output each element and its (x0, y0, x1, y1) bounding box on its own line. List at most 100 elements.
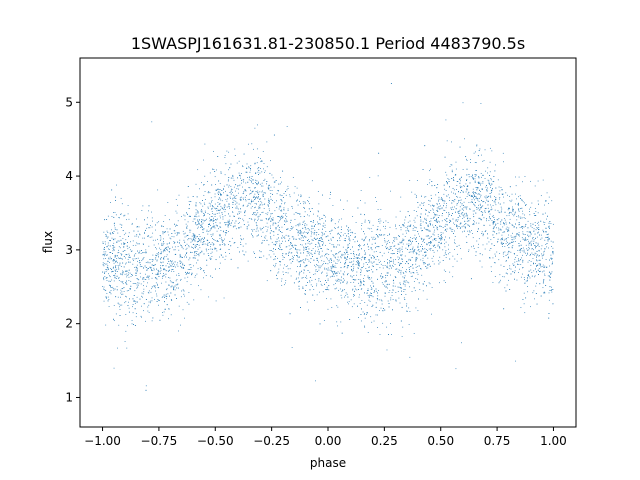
data-point (426, 298, 428, 300)
data-point (432, 239, 434, 241)
data-point (379, 334, 381, 335)
data-point (448, 181, 450, 182)
data-point (287, 268, 289, 270)
data-point (102, 262, 104, 264)
data-point (364, 244, 365, 246)
data-point (136, 287, 138, 289)
data-point (551, 200, 553, 202)
data-point (387, 275, 388, 276)
data-point (402, 326, 404, 328)
data-point (393, 241, 395, 242)
data-point (307, 200, 308, 201)
data-point (450, 227, 452, 229)
data-point (316, 264, 318, 266)
data-point (222, 208, 224, 209)
data-point (201, 210, 203, 212)
data-point (129, 288, 131, 290)
data-point (446, 174, 448, 176)
data-point (552, 241, 554, 243)
data-point (552, 253, 554, 255)
data-point (295, 238, 297, 240)
data-point (497, 222, 499, 224)
data-point (287, 235, 289, 237)
data-point (335, 267, 337, 268)
data-point (466, 186, 468, 187)
data-point (346, 200, 348, 202)
data-point (185, 223, 187, 225)
data-point (372, 296, 374, 298)
data-point (532, 238, 533, 240)
data-point (375, 251, 377, 252)
data-point (247, 199, 249, 201)
data-point (205, 219, 207, 221)
data-point (176, 264, 178, 266)
data-point (416, 211, 417, 212)
data-point (118, 252, 120, 253)
data-point (261, 182, 263, 184)
data-point (207, 242, 209, 244)
data-point (156, 278, 158, 280)
data-point (195, 251, 197, 252)
data-point (105, 254, 107, 256)
data-point (165, 289, 167, 291)
data-point (514, 258, 516, 260)
data-point (207, 233, 209, 235)
data-point (256, 162, 258, 164)
data-point (438, 238, 440, 240)
data-point (128, 290, 130, 291)
data-point (509, 267, 511, 269)
data-point (130, 276, 132, 278)
data-point (481, 176, 482, 178)
data-point (322, 264, 323, 266)
data-point (524, 283, 526, 284)
data-point (527, 286, 529, 287)
data-point (460, 213, 462, 215)
data-point (289, 259, 291, 261)
data-point (484, 178, 486, 179)
data-point (208, 202, 210, 204)
data-point (293, 238, 295, 240)
data-point (214, 193, 216, 195)
data-point (274, 266, 276, 268)
data-point (335, 257, 336, 259)
data-point (277, 189, 279, 191)
data-point (251, 219, 253, 220)
data-point (518, 209, 519, 211)
data-point (503, 224, 505, 226)
data-point (166, 228, 168, 230)
data-point (219, 208, 221, 210)
data-point (191, 235, 193, 237)
data-point (128, 246, 130, 248)
data-point (347, 245, 349, 247)
data-point (116, 278, 117, 279)
data-point (232, 207, 234, 208)
data-point (240, 208, 241, 210)
data-point (393, 282, 395, 284)
data-point (377, 264, 379, 265)
data-point (489, 224, 491, 226)
data-point (536, 260, 538, 262)
data-point (188, 273, 189, 274)
data-point (537, 221, 539, 223)
data-point (242, 166, 244, 168)
data-point (256, 192, 258, 194)
data-point (125, 270, 127, 272)
data-point (256, 227, 258, 229)
data-point (107, 296, 109, 298)
data-point (114, 269, 116, 271)
data-point (516, 198, 517, 200)
data-point (309, 280, 310, 282)
data-point (544, 248, 545, 250)
data-point (306, 277, 308, 279)
data-point (459, 179, 460, 180)
data-point (485, 207, 487, 209)
data-point (484, 196, 486, 198)
data-point (208, 255, 210, 256)
data-point (479, 207, 481, 209)
data-point (103, 258, 105, 260)
data-point (323, 320, 325, 321)
data-point (375, 197, 376, 198)
data-point (469, 231, 471, 233)
data-point (161, 242, 163, 244)
data-point (389, 233, 390, 235)
